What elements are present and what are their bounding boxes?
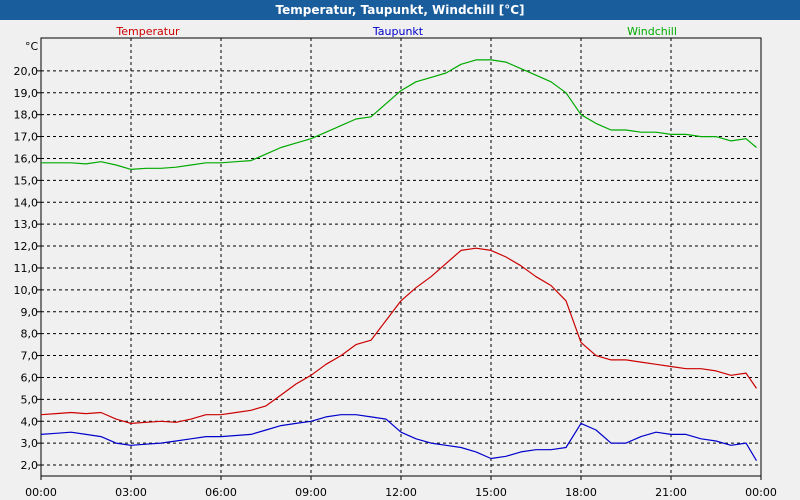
y-tick-label: 17,0 (14, 131, 39, 144)
x-tick-time: 09:00 (295, 486, 327, 499)
x-tick-time: 00:00 (745, 486, 777, 499)
y-axis: 2,0 3,0 4,0 5,0 6,0 7,0 8,0 9,0 10,0 11,0 12,0 13,0… (14, 65, 41, 472)
series-line-temperatur (40, 247, 757, 424)
y-axis-label: °C (25, 40, 39, 53)
y-tick-label: 18,0 (14, 109, 39, 122)
y-tick-label: 4,0 (21, 415, 39, 428)
y-tick-label: 16,0 (14, 152, 39, 165)
y-tick-label: 14,0 (14, 196, 39, 209)
y-tick-label: 12,0 (14, 240, 39, 253)
x-tick-time: 03:00 (115, 486, 147, 499)
legend: Temperatur Taupunkt Windchill (115, 25, 677, 38)
x-tick-time: 21:00 (655, 486, 687, 499)
y-tick-label: 20,0 (14, 65, 39, 78)
legend-windchill: Windchill (627, 25, 677, 38)
y-tick-label: 9,0 (21, 306, 39, 319)
x-tick-time: 06:00 (205, 486, 237, 499)
y-tick-label: 5,0 (21, 393, 39, 406)
x-tick-time: 00:00 (25, 486, 57, 499)
y-tick-label: 6,0 (21, 371, 39, 384)
x-tick-time: 18:00 (565, 486, 597, 499)
y-tick-label: 10,0 (14, 284, 39, 297)
y-tick-label: 8,0 (21, 328, 39, 341)
legend-taupunkt: Taupunkt (372, 25, 424, 38)
y-tick-label: 13,0 (14, 218, 39, 231)
chart-title: Temperatur, Taupunkt, Windchill [°C] (0, 0, 800, 20)
y-tick-label: 11,0 (14, 262, 39, 275)
series-line-taupunkt (40, 414, 758, 462)
x-axis: 00:0017.10.2303:0017.10.2306:0017.10.230… (25, 476, 777, 499)
chart-area: 2,0 3,0 4,0 5,0 6,0 7,0 8,0 9,0 10,0 11,0 12,0 13,0… (14, 25, 777, 499)
x-tick-time: 15:00 (475, 486, 507, 499)
y-tick-label: 19,0 (14, 87, 39, 100)
legend-temperatur: Temperatur (115, 25, 180, 38)
y-tick-label: 7,0 (21, 350, 39, 363)
series-line-windchill (41, 59, 757, 170)
series (40, 59, 758, 462)
y-tick-label: 3,0 (21, 437, 39, 450)
grid (41, 38, 761, 476)
y-tick-label: 2,0 (21, 459, 39, 472)
x-tick-time: 12:00 (385, 486, 417, 499)
y-tick-label: 15,0 (14, 174, 39, 187)
